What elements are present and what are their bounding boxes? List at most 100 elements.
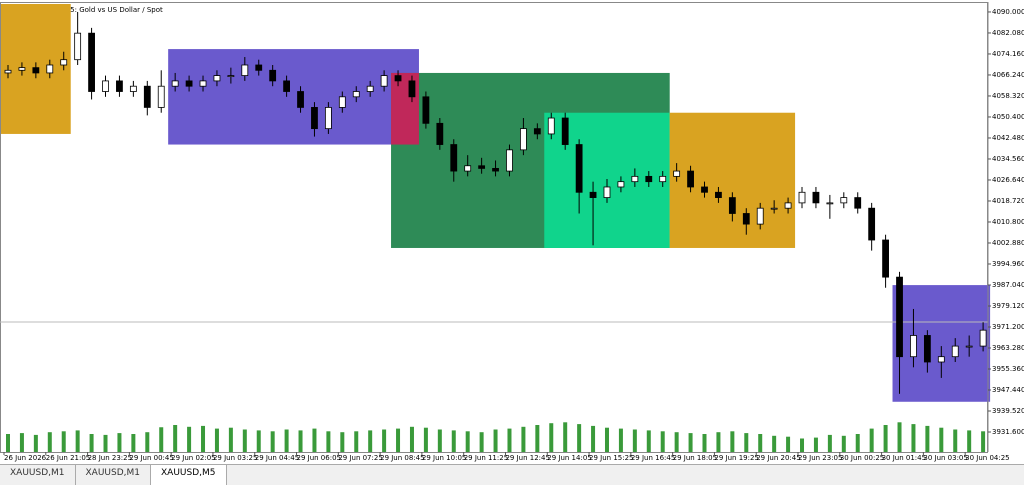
y-tick-label: 3955.360	[992, 365, 1024, 373]
volume-bar	[716, 432, 721, 452]
x-tick-label: 26 Jun 21:05	[46, 454, 90, 462]
candle-body	[784, 202, 792, 209]
candle-body	[701, 186, 708, 193]
volume-bar	[632, 429, 637, 452]
candle-body	[241, 64, 249, 76]
y-tick-label: 3963.280	[992, 344, 1024, 352]
volume-bar	[187, 426, 192, 452]
tab[interactable]: XAUUSD,M1	[0, 465, 76, 485]
volume-bar	[409, 426, 414, 452]
y-tick-label: 4026.640	[992, 176, 1024, 184]
volume-bar	[131, 434, 136, 452]
volume-bar	[521, 426, 526, 452]
candle-body	[394, 75, 402, 82]
y-tick-label: 3971.200	[992, 323, 1024, 331]
volume-bar	[730, 431, 735, 452]
y-tick-label: 3931.600	[992, 428, 1024, 436]
volume-bar	[702, 434, 707, 452]
candle-body	[742, 213, 750, 225]
volume-bar	[284, 429, 289, 452]
candle-body	[352, 91, 360, 98]
candle-body	[450, 144, 458, 172]
candle-body	[979, 329, 987, 347]
volume-bar	[981, 431, 986, 452]
candle-body	[951, 345, 959, 358]
candle-body	[868, 207, 876, 241]
volume-bar	[897, 422, 902, 452]
y-tick-label: 3994.960	[992, 260, 1024, 268]
volume-bar	[312, 428, 317, 452]
candle-body	[840, 197, 848, 204]
session-box	[892, 285, 991, 402]
y-tick-label: 4074.160	[992, 50, 1024, 58]
volume-bar	[883, 425, 888, 452]
volume-bar	[786, 436, 791, 452]
candle-body	[617, 181, 625, 188]
y-tick-label: 4042.480	[992, 134, 1024, 142]
volume-bar	[493, 429, 498, 452]
volume-bar	[61, 431, 66, 452]
candle-body	[269, 69, 277, 82]
candle-body	[199, 80, 207, 87]
volume-bar	[563, 422, 568, 452]
x-tick-label: 26 Jun 2026	[4, 454, 47, 462]
volume-bar	[688, 433, 693, 452]
candle-body	[283, 80, 291, 92]
volume-bar	[549, 423, 554, 452]
tab[interactable]: XAUUSD,M5	[151, 465, 227, 485]
candle-body	[561, 117, 569, 145]
volume-bar	[228, 427, 233, 452]
volume-bar	[465, 431, 470, 452]
candle-body	[324, 107, 332, 130]
y-tick-label: 3979.120	[992, 302, 1024, 310]
candle-body	[715, 191, 722, 198]
volume-bar	[507, 428, 512, 452]
y-tick-label: 4034.560	[992, 155, 1024, 163]
volume-bar	[201, 425, 206, 452]
session-box	[168, 49, 419, 145]
x-tick-label: 29 Jun 04:45	[255, 454, 299, 462]
volume-bar	[298, 430, 303, 452]
candle-body	[213, 75, 221, 82]
x-tick-label: 30 Jun 00:25	[840, 454, 884, 462]
candle-body	[923, 335, 931, 363]
tab[interactable]: XAUUSD,M1	[76, 465, 151, 485]
candle-body	[687, 170, 694, 188]
volume-bar	[340, 432, 345, 452]
x-tick-label: 29 Jun 18:05	[673, 454, 717, 462]
volume-bar	[256, 430, 261, 452]
volume-bar	[145, 432, 150, 452]
volume-bar	[159, 427, 164, 452]
candle-body	[380, 75, 388, 87]
candle-body	[770, 207, 778, 210]
volume-bar	[33, 434, 38, 452]
y-tick-label: 4010.800	[992, 218, 1024, 226]
candle-body	[520, 128, 527, 151]
volume-bar	[354, 431, 359, 452]
candle-body	[116, 80, 123, 92]
chart-title: XAUUSD, M5: Gold vs US Dollar / Spot	[30, 6, 163, 14]
candle-body	[965, 345, 973, 348]
volume-bar	[117, 433, 122, 452]
y-tick-label: 4090.000	[992, 8, 1024, 16]
x-tick-label: 29 Jun 20:45	[756, 454, 800, 462]
candle-body	[645, 175, 653, 183]
volume-bar	[89, 434, 94, 452]
x-tick-label: 29 Jun 12:45	[505, 454, 549, 462]
x-tick-label: 29 Jun 08:45	[380, 454, 424, 462]
candle-body	[896, 276, 903, 358]
volume-bar	[911, 424, 916, 452]
volume-bar	[214, 428, 219, 452]
volume-bar	[800, 438, 805, 452]
volume-bar	[173, 425, 178, 452]
x-tick-label: 29 Jun 19:25	[714, 454, 758, 462]
volume-bar	[437, 429, 442, 452]
volume-bar	[47, 432, 52, 452]
x-tick-label: 29 Jun 03:25	[213, 454, 257, 462]
candle-body	[74, 32, 82, 61]
y-tick-label: 3987.040	[992, 281, 1024, 289]
y-tick-label: 4050.400	[992, 113, 1024, 121]
candle-body	[937, 356, 945, 363]
candle-body	[575, 144, 583, 193]
